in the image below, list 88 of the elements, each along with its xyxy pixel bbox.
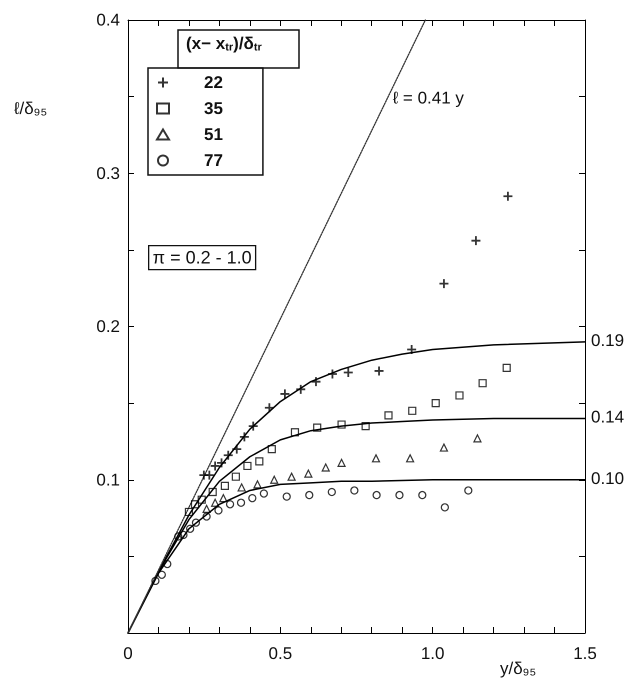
y-axis-title: ℓ/δ₉₅ [14,99,48,118]
point [240,432,249,442]
point [313,424,322,432]
point [270,476,278,484]
text: 0.14 [591,407,624,426]
point [328,370,337,379]
point [186,524,194,533]
point [455,391,464,400]
legend-label: 35 [204,99,223,118]
x-tick-label: 0.5 [268,644,292,663]
point [311,377,320,386]
point [219,494,228,502]
point [264,403,274,412]
point [248,494,256,502]
point [184,508,194,516]
text: 0.19 [591,330,624,350]
point [503,192,512,201]
point [268,445,276,454]
point [208,488,217,496]
x-tick-label: 1.5 [573,644,597,663]
point [163,560,172,568]
point [290,428,300,436]
point [211,498,220,507]
point [236,498,246,507]
point [440,443,448,452]
point [232,444,242,454]
point [243,462,252,470]
point [151,576,160,585]
point [174,532,182,541]
point [464,486,472,495]
y-tick-label: 0.2 [96,317,120,336]
point [202,504,211,513]
point [304,470,312,478]
y-tick-label: 0.1 [96,470,120,490]
point [238,483,246,492]
point [395,490,404,500]
x-tick-label: 1.0 [420,644,444,663]
point [255,457,264,466]
point [408,406,416,415]
point [372,490,381,500]
y-tick-label: 0.4 [96,10,120,30]
point [190,500,200,508]
point [282,492,291,501]
point [158,570,166,579]
point [384,411,393,420]
point [440,503,449,512]
point [217,458,226,468]
x-axis-title: y/δ₉₅ [500,659,536,678]
annotation: ℓ = 0.41 y [392,88,464,108]
point [478,379,487,388]
y-tick-label: 0.3 [96,164,120,183]
point [305,490,314,500]
legend-label: 77 [204,151,223,170]
point [232,472,240,481]
point [502,364,511,372]
point [418,490,426,500]
point [372,454,380,462]
point [322,463,330,472]
point [471,236,480,246]
point [473,434,482,442]
point [407,344,416,354]
point [350,486,358,495]
point [337,458,346,467]
point [226,500,234,508]
point [248,422,258,431]
point [328,488,336,496]
annotation: π = 0.2 - 1.0 [152,248,252,268]
point [210,461,220,470]
x-tick-label: 0 [123,644,133,663]
legend-label: 51 [204,125,223,144]
point [253,480,262,488]
legend-label: 22 [204,73,223,92]
point [202,512,211,521]
point [214,506,223,514]
point [220,482,229,490]
point [288,472,296,481]
point [344,368,353,377]
point [337,420,346,429]
point [198,496,206,504]
point [374,366,384,376]
point [406,454,414,462]
point [280,389,290,398]
point [260,489,268,498]
point [362,422,370,430]
point [192,518,200,527]
point [432,399,440,408]
text: 0.10 [591,468,624,488]
point [439,279,448,288]
